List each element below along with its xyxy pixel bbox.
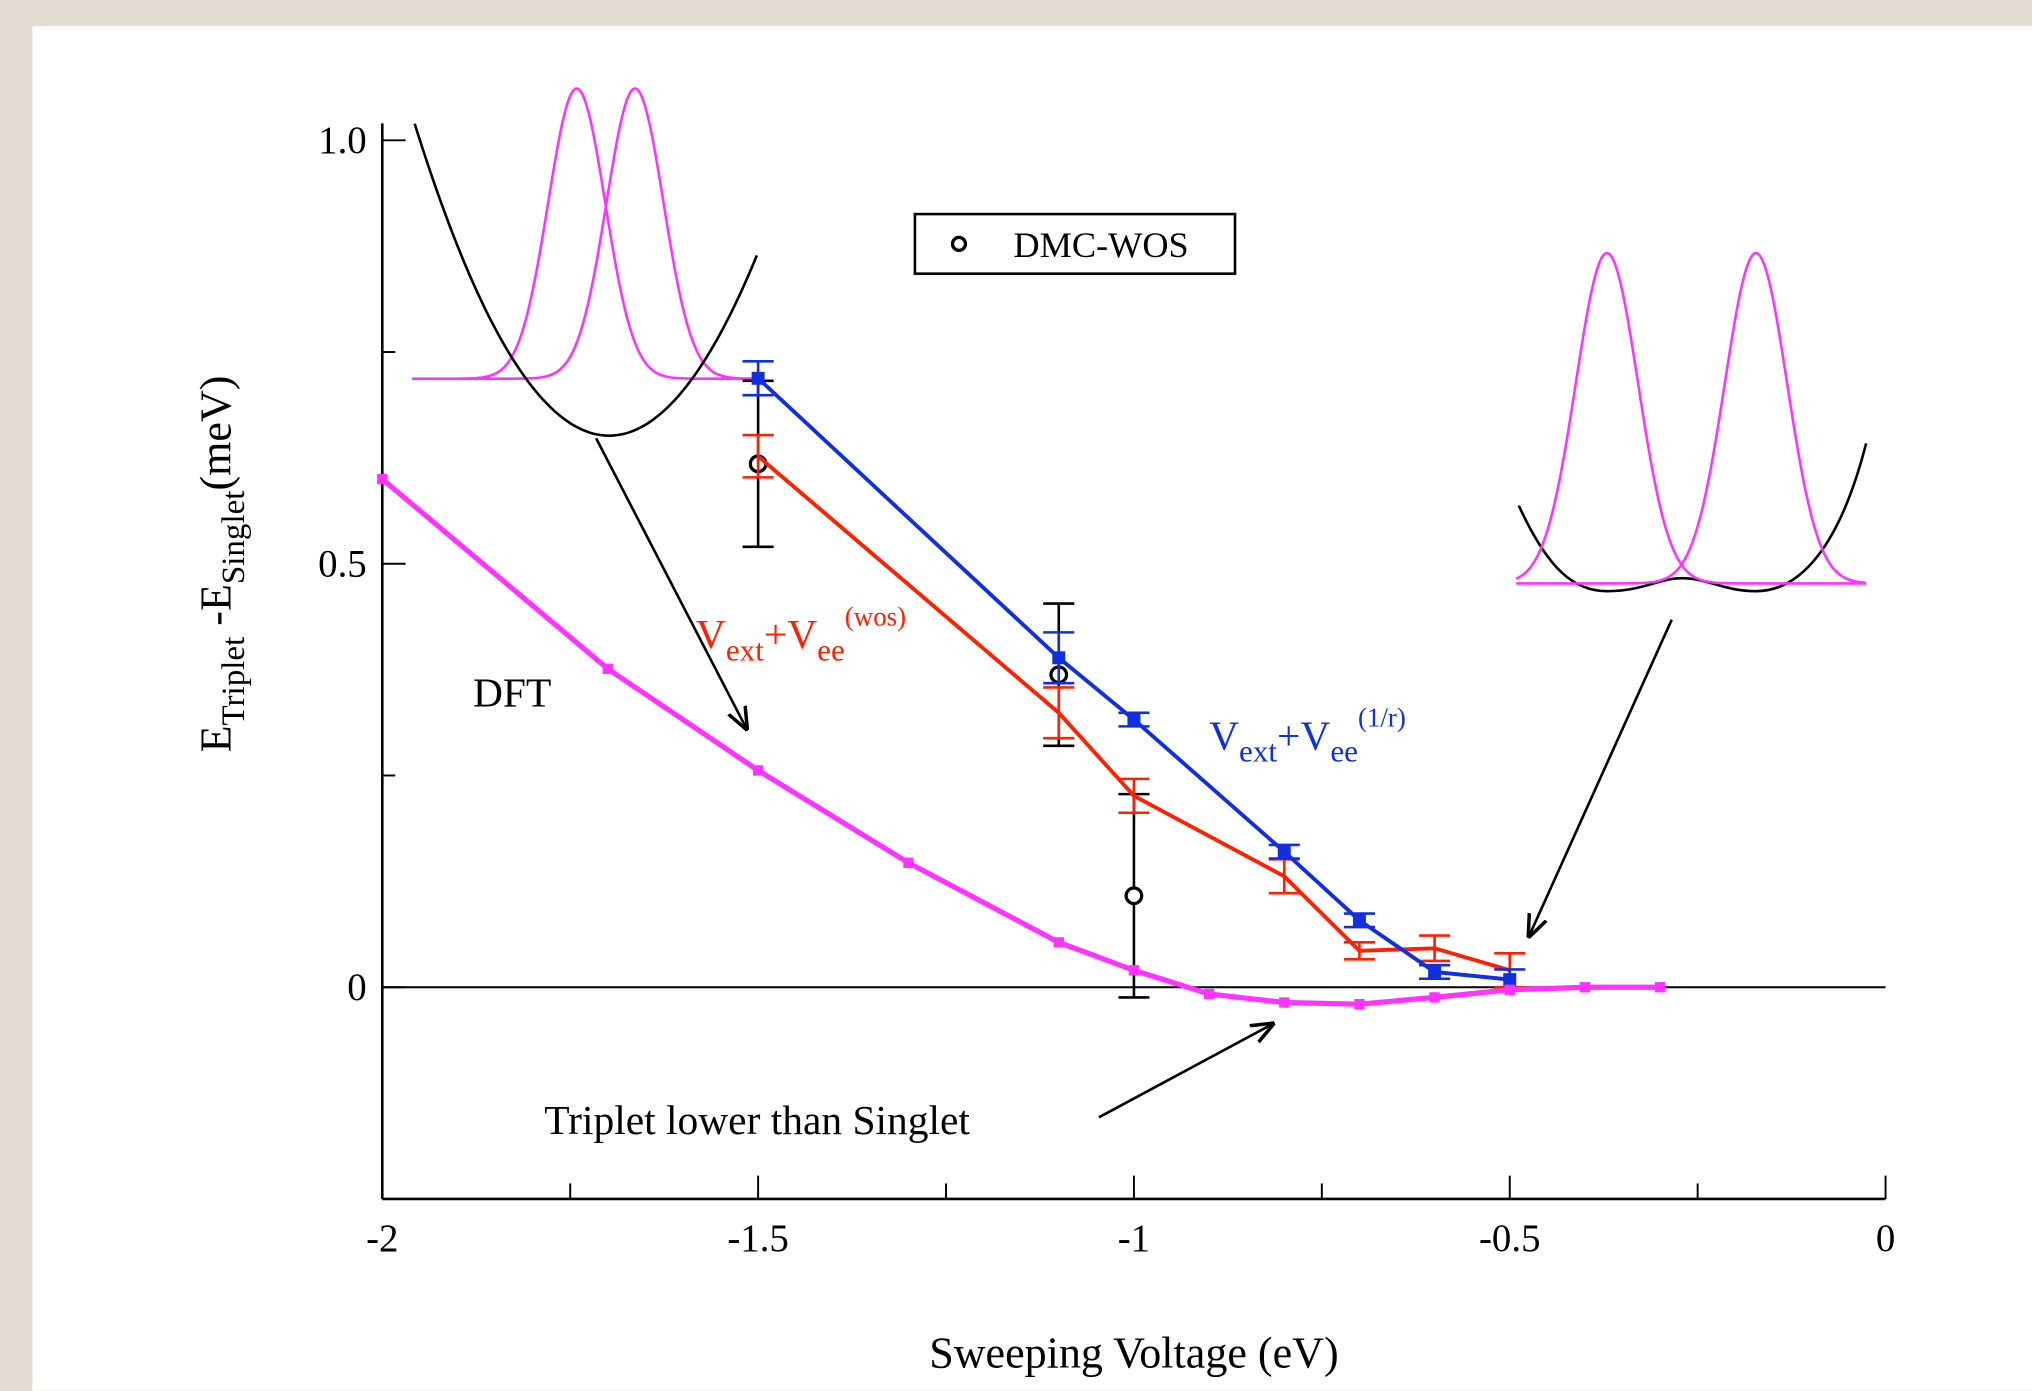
arrow xyxy=(1529,619,1673,936)
wavefunction xyxy=(412,86,757,380)
point xyxy=(1354,998,1365,1010)
single-well xyxy=(413,123,759,437)
point xyxy=(1203,988,1215,1000)
insets xyxy=(412,86,1868,1119)
label-part: E xyxy=(192,725,241,752)
arrow xyxy=(594,437,746,728)
x-tick-label: 0 xyxy=(1876,1217,1895,1260)
point xyxy=(1428,965,1442,979)
label-part: ext xyxy=(726,633,764,668)
point xyxy=(752,765,764,776)
error-bar xyxy=(742,433,774,479)
legend-marker xyxy=(950,235,968,252)
point xyxy=(602,663,613,674)
arrow xyxy=(1098,1024,1273,1119)
point xyxy=(1277,845,1291,859)
point xyxy=(1053,937,1064,948)
label-part: ee xyxy=(817,633,845,668)
legend-box xyxy=(913,212,1237,275)
label-part: +V xyxy=(1277,712,1330,758)
error-bar xyxy=(1343,941,1375,961)
label-part: +V xyxy=(764,611,817,657)
rich-label: Vext+Vee(wos) xyxy=(696,601,906,667)
label-part: -E xyxy=(192,584,241,637)
y-tick-label: 1.0 xyxy=(318,119,367,162)
point xyxy=(903,857,914,868)
label-part: V xyxy=(696,611,726,657)
point xyxy=(1503,973,1517,987)
point xyxy=(377,473,388,485)
y-tick-label: 0.5 xyxy=(318,543,367,586)
annotation: Triplet lower than Singlet xyxy=(544,1097,970,1143)
label-part: ext xyxy=(1239,734,1277,769)
x-tick-label: -1.5 xyxy=(727,1217,789,1260)
x-tick-label: -2 xyxy=(366,1217,398,1260)
series-label: DFT xyxy=(473,670,551,716)
error-bar xyxy=(1419,934,1451,963)
point xyxy=(1429,992,1440,1003)
wavefunction xyxy=(1515,251,1867,585)
point xyxy=(1052,651,1066,665)
error-bar xyxy=(1043,686,1075,740)
label-part: (1/r) xyxy=(1358,702,1406,732)
x-tick-label: -1 xyxy=(1118,1217,1150,1260)
rich-label: ETriplet -ESinglet(meV) xyxy=(192,376,252,753)
label-part: (meV) xyxy=(192,376,241,491)
label-part: V xyxy=(1209,712,1239,758)
label-part: ee xyxy=(1330,734,1358,769)
x-axis-title: Sweeping Voltage (eV) xyxy=(929,1328,1338,1377)
point xyxy=(1504,984,1515,995)
point xyxy=(1654,982,1666,993)
label-part: Singlet xyxy=(216,491,252,585)
label-part: Triplet xyxy=(216,637,252,726)
rich-label: Vext+Vee(1/r) xyxy=(1209,702,1406,768)
legend-label: DMC-WOS xyxy=(1013,225,1188,265)
point xyxy=(1124,886,1144,906)
y-tick-label: 0 xyxy=(347,966,366,1009)
point xyxy=(1352,913,1366,927)
x-tick-label: -0.5 xyxy=(1479,1217,1541,1260)
error-bar xyxy=(1118,777,1150,815)
point xyxy=(751,371,765,385)
point xyxy=(1128,965,1140,976)
point xyxy=(1279,997,1290,1008)
point xyxy=(1127,713,1141,727)
label-part: (wos) xyxy=(845,601,906,631)
point xyxy=(1579,982,1591,993)
